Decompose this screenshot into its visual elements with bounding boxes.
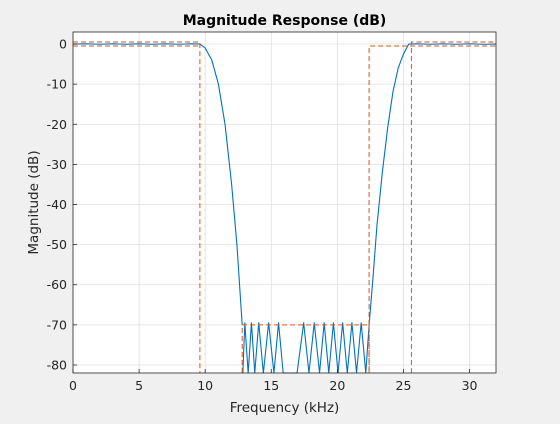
y-tick-label: -30: [47, 157, 67, 172]
x-tick-label: 0: [69, 378, 77, 393]
magnitude-response-line: [72, 43, 243, 325]
y-tick-label: -10: [47, 77, 67, 92]
spec-mask-line: [410, 41, 496, 373]
chart-title: Magnitude Response (dB): [183, 13, 387, 29]
magnitude-response-line: [368, 43, 497, 325]
spec-mask-line: [368, 45, 496, 373]
magnitude-response-line: [242, 322, 370, 374]
ticks: 0 5 10 15 20 25 30 0 -10 -20 -30 -40 -50 -60 -70 -80: [47, 37, 478, 393]
y-tick-label: -50: [47, 237, 67, 252]
x-tick-label: 20: [329, 378, 345, 393]
y-tick-label: -70: [47, 317, 67, 332]
data-lines: [72, 41, 497, 374]
spec-mask-line: [73, 41, 201, 373]
x-tick-label: 15: [263, 378, 279, 393]
y-tick-label: -40: [47, 197, 67, 212]
spec-mask-line: [241, 324, 370, 373]
x-tick-label: 10: [197, 378, 213, 393]
x-tick-label: 5: [135, 378, 143, 393]
x-tick-label: 30: [462, 378, 478, 393]
y-tick-label: -60: [47, 277, 67, 292]
x-axis-label: Frequency (kHz): [230, 400, 340, 416]
y-axis-label: Magnitude (dB): [26, 150, 42, 254]
y-tick-label: 0: [59, 37, 67, 52]
plot-area: [73, 32, 496, 373]
x-tick-label: 25: [396, 378, 412, 393]
axes-box: [72, 31, 497, 374]
y-tick-label: -80: [47, 357, 67, 372]
grid: [72, 32, 496, 373]
y-tick-label: -20: [47, 117, 67, 132]
